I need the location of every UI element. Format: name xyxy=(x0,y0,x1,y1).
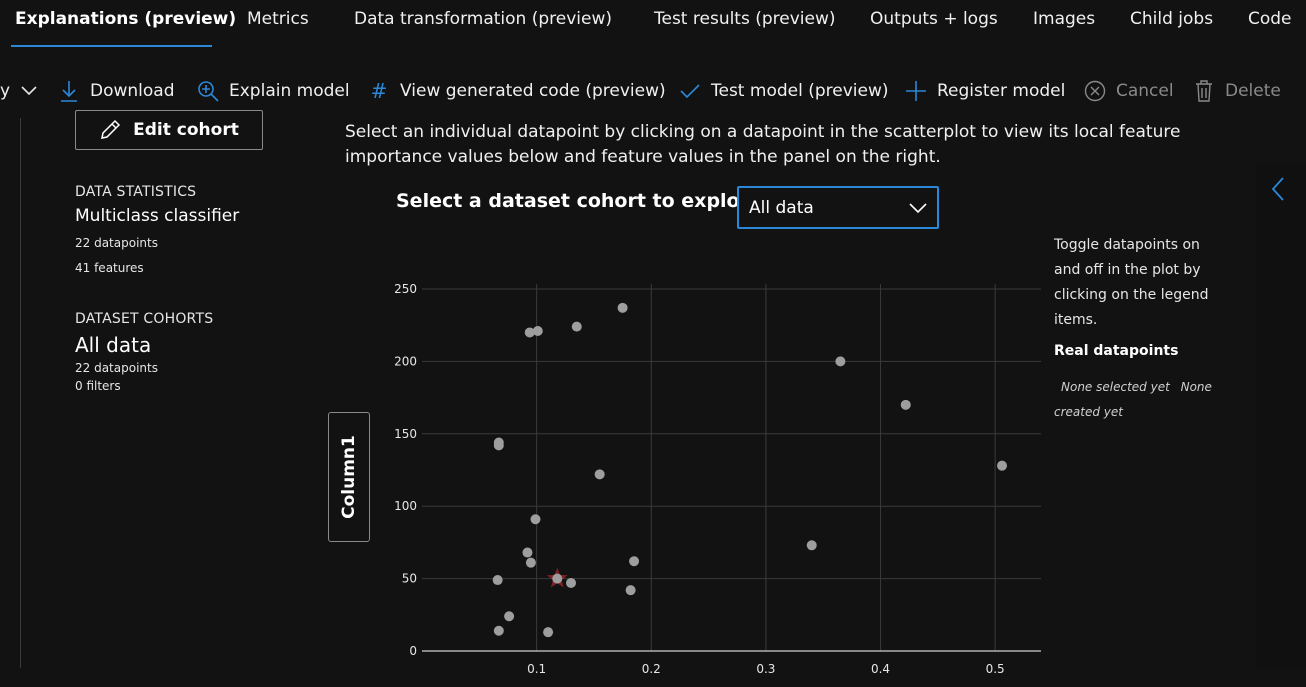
x-tick-label: 0.3 xyxy=(756,662,775,676)
scatter-point[interactable] xyxy=(566,577,577,588)
plus-icon xyxy=(905,80,927,102)
chevron-left-icon xyxy=(1271,177,1284,201)
tab-metrics[interactable]: Metrics xyxy=(247,9,309,29)
legend-title[interactable]: Real datapoints xyxy=(1054,343,1179,359)
cancel-circle-icon xyxy=(1084,80,1106,102)
side-panel-edge xyxy=(1256,165,1306,667)
scatter-point[interactable] xyxy=(617,302,628,313)
cohort-dropdown-value: All data xyxy=(749,197,814,218)
scatter-point[interactable] xyxy=(552,573,563,584)
scatter-point[interactable] xyxy=(493,440,504,451)
cohort-name: All data xyxy=(75,333,152,357)
test-model-label: Test model (preview) xyxy=(711,81,889,101)
y-tick-label: 150 xyxy=(394,427,417,441)
collapse-panel-button[interactable] xyxy=(1268,176,1290,202)
scatter-point[interactable] xyxy=(522,547,533,558)
delete-label: Delete xyxy=(1225,81,1281,101)
x-tick-label: 0.4 xyxy=(871,662,890,676)
register-model-button[interactable]: Register model xyxy=(905,80,1065,102)
y-tick-label: 200 xyxy=(394,354,417,368)
scatter-point[interactable] xyxy=(524,327,535,338)
x-tick-label: 0.5 xyxy=(986,662,1005,676)
overflow-menu-button[interactable]: y xyxy=(0,80,50,102)
download-icon xyxy=(58,80,80,102)
view-generated-code-button[interactable]: # View generated code (preview) xyxy=(368,79,666,103)
scatter-point[interactable] xyxy=(629,556,640,567)
scatter-point[interactable] xyxy=(625,585,636,596)
delete-button[interactable]: Delete xyxy=(1193,80,1281,102)
data-statistics-heading: DATA STATISTICS xyxy=(75,184,197,200)
pencil-icon xyxy=(99,119,121,141)
tab-outputs-logs[interactable]: Outputs + logs xyxy=(870,9,998,29)
register-model-label: Register model xyxy=(937,81,1066,101)
scatter-point[interactable] xyxy=(997,460,1008,471)
x-tick-label: 0.2 xyxy=(642,662,661,676)
datapoint-count: 22 datapoints xyxy=(75,236,158,250)
tab-data-transformation[interactable]: Data transformation (preview) xyxy=(354,9,612,29)
download-label: Download xyxy=(90,81,175,101)
active-tab-indicator xyxy=(11,45,212,47)
edit-cohort-label: Edit cohort xyxy=(133,120,239,140)
scatter-point[interactable] xyxy=(525,557,536,568)
scatter-point[interactable] xyxy=(492,575,503,586)
model-type: Multiclass classifier xyxy=(75,206,240,226)
tab-test-results[interactable]: Test results (preview) xyxy=(654,9,836,29)
explain-model-label: Explain model xyxy=(229,81,350,101)
scatter-point[interactable] xyxy=(504,611,515,622)
zoom-in-icon xyxy=(197,80,219,102)
scatter-plot[interactable]: 0 50 100 150 200 250 0.1 0.2 0.3 0.4 0.5 xyxy=(380,275,1050,687)
truncated-label: y xyxy=(0,81,11,101)
view-generated-code-label: View generated code (preview) xyxy=(400,81,666,101)
chevron-down-icon xyxy=(909,199,927,219)
x-tick-label: 0.1 xyxy=(527,662,546,676)
scatter-point[interactable] xyxy=(530,514,541,525)
scatter-point[interactable] xyxy=(543,627,554,638)
checkmark-icon xyxy=(679,80,701,102)
edit-cohort-button[interactable]: Edit cohort xyxy=(75,110,263,150)
test-model-button[interactable]: Test model (preview) xyxy=(679,80,889,102)
tab-code[interactable]: Code xyxy=(1248,9,1292,29)
tab-images[interactable]: Images xyxy=(1033,9,1096,29)
none-selected-text: None selected yet xyxy=(1061,380,1170,394)
command-bar: y Download Explain model # View generate… xyxy=(0,70,1306,110)
cohort-dropdown[interactable]: All data xyxy=(737,186,939,229)
tab-child-jobs[interactable]: Child jobs xyxy=(1130,9,1214,29)
y-tick-label: 50 xyxy=(402,572,417,586)
cohort-datapoint-count: 22 datapoints xyxy=(75,361,158,375)
download-button[interactable]: Download xyxy=(58,80,175,102)
cancel-label: Cancel xyxy=(1116,81,1174,101)
cohort-filter-count: 0 filters xyxy=(75,379,121,393)
y-axis-label: Column1 xyxy=(339,435,359,519)
dataset-cohorts-heading: DATASET COHORTS xyxy=(75,311,214,327)
scatter-point[interactable] xyxy=(594,469,605,480)
cancel-button[interactable]: Cancel xyxy=(1084,80,1174,102)
scatter-point[interactable] xyxy=(532,325,543,336)
feature-count: 41 features xyxy=(75,261,144,275)
legend-help-text: Toggle datapoints on and off in the plot… xyxy=(1054,237,1209,328)
cohort-selector-label: Select a dataset cohort to explore xyxy=(396,190,762,212)
tab-explanations[interactable]: Explanations (preview) xyxy=(15,9,237,29)
y-tick-label: 250 xyxy=(394,282,417,296)
panel-divider xyxy=(20,118,21,668)
y-tick-label: 100 xyxy=(394,499,417,513)
none-created-text: None created yet xyxy=(1054,380,1212,419)
scatter-point[interactable] xyxy=(806,540,817,551)
tab-bar: Explanations (preview) Metrics Data tran… xyxy=(0,0,1306,48)
scatter-point[interactable] xyxy=(900,399,911,410)
hash-icon: # xyxy=(370,79,388,103)
scatter-point[interactable] xyxy=(835,356,846,367)
y-axis-selector-button[interactable]: Column1 xyxy=(328,412,370,542)
explain-model-button[interactable]: Explain model xyxy=(197,80,350,102)
y-tick-label: 0 xyxy=(409,644,417,658)
trash-icon xyxy=(1193,80,1215,102)
scatter-point[interactable] xyxy=(493,625,504,636)
scatter-point[interactable] xyxy=(571,321,582,332)
chevron-down-icon xyxy=(18,80,40,102)
instruction-text: Select an individual datapoint by clicki… xyxy=(345,122,1181,167)
legend-status: None selected yet None created yet xyxy=(1054,375,1219,425)
